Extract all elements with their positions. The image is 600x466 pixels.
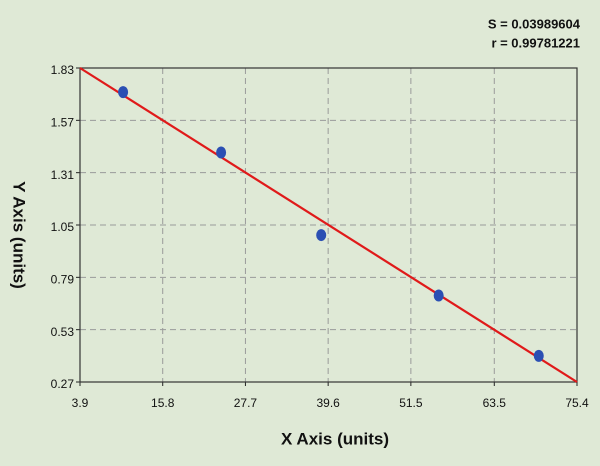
y-tick-label: 0.27 bbox=[51, 377, 75, 391]
y-tick-label: 1.31 bbox=[51, 168, 75, 182]
data-point bbox=[533, 349, 544, 362]
x-tick-label: 63.5 bbox=[483, 396, 507, 410]
x-axis-label: X Axis (units) bbox=[281, 429, 389, 448]
x-tick-label: 51.5 bbox=[399, 396, 423, 410]
plot-frame bbox=[79, 67, 578, 383]
y-axis-label: Y Axis (units) bbox=[10, 181, 29, 289]
y-tick-label: 1.57 bbox=[51, 116, 75, 130]
x-tick-label: 15.8 bbox=[151, 396, 175, 410]
fit-line bbox=[79, 67, 578, 383]
x-tick-label: 27.7 bbox=[234, 396, 258, 410]
data-point bbox=[433, 289, 444, 302]
data-point bbox=[316, 229, 327, 242]
annotation: r = 0.99781221 bbox=[491, 35, 580, 50]
x-tick-label: 39.6 bbox=[316, 396, 340, 410]
data-point bbox=[216, 146, 227, 159]
data-point bbox=[118, 86, 129, 99]
x-tick-label: 75.4 bbox=[565, 396, 589, 410]
annotation: S = 0.03989604 bbox=[488, 16, 581, 31]
y-tick-label: 1.05 bbox=[51, 220, 75, 234]
x-tick-label: 3.9 bbox=[72, 396, 89, 410]
y-tick-label: 0.79 bbox=[51, 273, 75, 287]
y-tick-label: 1.83 bbox=[51, 63, 75, 77]
y-tick-label: 0.53 bbox=[51, 325, 75, 339]
